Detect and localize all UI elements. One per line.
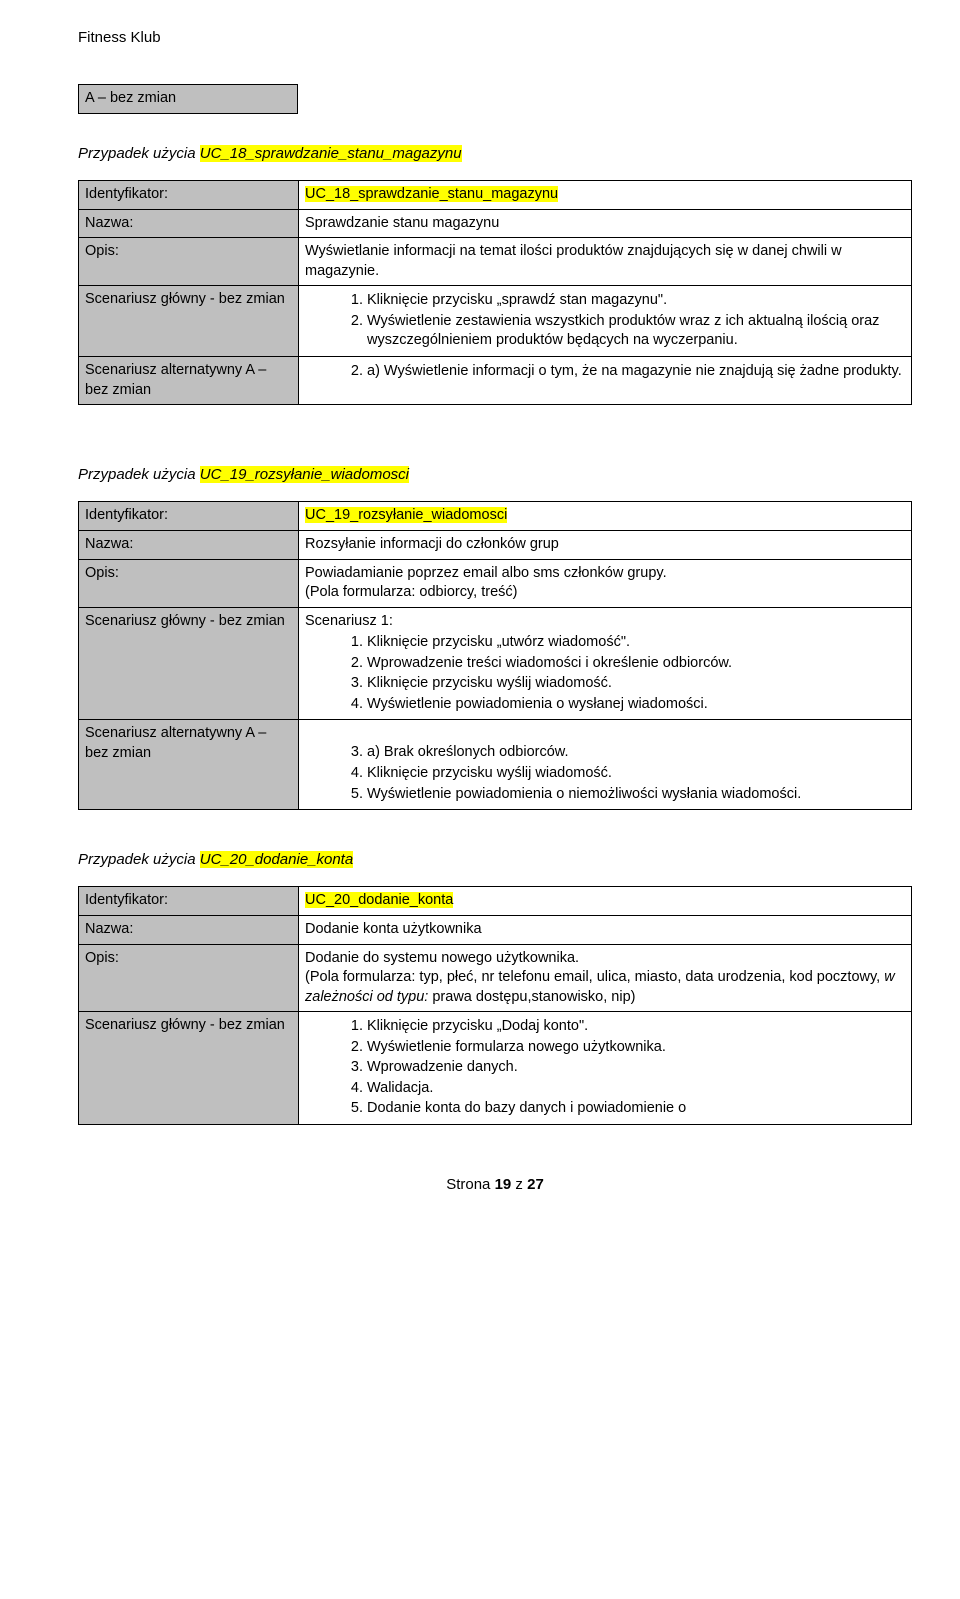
list-item: Wyświetlenie formularza nowego użytkowni… [367, 1038, 905, 1058]
uc20-desc-line2: (Pola formularza: typ, płeć, nr telefonu… [305, 968, 905, 1007]
uc18-main-list: Kliknięcie przycisku „sprawdź stan magaz… [345, 291, 905, 351]
uc19-main-cell: Scenariusz 1: Kliknięcie przycisku „utwó… [299, 607, 912, 720]
list-item: Wyświetlenie powiadomienia o wysłanej wi… [367, 695, 905, 715]
uc20-main-cell: Kliknięcie przycisku „Dodaj konto". Wyśw… [299, 1012, 912, 1125]
uc19-id-value-cell: UC_19_rozsyłanie_wiadomosci [299, 502, 912, 531]
uc19-heading: Przypadek użycia UC_19_rozsyłanie_wiadom… [78, 465, 912, 485]
uc18-desc-value: Wyświetlanie informacji na temat ilości … [299, 238, 912, 286]
uc18-heading-hl: UC_18_sprawdzanie_stanu_magazynu [200, 145, 462, 162]
uc20-id-value: UC_20_dodanie_konta [305, 892, 453, 908]
uc20-main-label: Scenariusz główny - bez zmian [79, 1012, 299, 1125]
uc19-main-pretext: Scenariusz 1: [305, 612, 905, 632]
doc-title: Fitness Klub [78, 28, 912, 48]
uc18-alt-label: Scenariusz alternatywny A – bez zmian [79, 357, 299, 405]
orphan-row-cell: A – bez zmian [79, 85, 298, 114]
list-item: Kliknięcie przycisku „sprawdź stan magaz… [367, 291, 905, 311]
footer-total: 27 [527, 1176, 544, 1193]
uc19-heading-hl: UC_19_rozsyłanie_wiadomosci [200, 466, 409, 483]
uc20-heading-prefix: Przypadek użycia [78, 851, 200, 868]
uc20-heading: Przypadek użycia UC_20_dodanie_konta [78, 850, 912, 870]
list-item: Walidacja. [367, 1079, 905, 1099]
list-item: Wyświetlenie zestawienia wszystkich prod… [367, 312, 905, 351]
list-item: a) Wyświetlenie informacji o tym, że na … [367, 362, 905, 382]
list-item: Wprowadzenie danych. [367, 1058, 905, 1078]
uc20-id-value-cell: UC_20_dodanie_konta [299, 887, 912, 916]
uc18-main-cell: Kliknięcie przycisku „sprawdź stan magaz… [299, 286, 912, 357]
list-item: Kliknięcie przycisku „Dodaj konto". [367, 1017, 905, 1037]
uc18-id-value-cell: UC_18_sprawdzanie_stanu_magazynu [299, 181, 912, 210]
uc18-name-value: Sprawdzanie stanu magazynu [299, 209, 912, 238]
list-item: Kliknięcie przycisku wyślij wiadomość. [367, 764, 905, 784]
page-footer: Strona 19 z 27 [78, 1175, 912, 1195]
list-item: Wprowadzenie treści wiadomości i określe… [367, 654, 905, 674]
list-item: Wyświetlenie powiadomienia o niemożliwoś… [367, 785, 905, 805]
uc19-alt-list: a) Brak określonych odbiorców. Kliknięci… [345, 743, 905, 804]
uc20-id-label: Identyfikator: [79, 887, 299, 916]
uc19-desc-line2: (Pola formularza: odbiorcy, treść) [305, 583, 905, 603]
uc20-desc-line2a: (Pola formularza: typ, płeć, nr telefonu… [305, 969, 884, 985]
footer-mid: z [511, 1176, 527, 1193]
list-item: Dodanie konta do bazy danych i powiadomi… [367, 1099, 905, 1119]
uc20-heading-hl: UC_20_dodanie_konta [200, 851, 353, 868]
uc20-desc-label: Opis: [79, 944, 299, 1012]
footer-page: 19 [495, 1176, 512, 1193]
uc19-desc-value: Powiadamianie poprzez email albo sms czł… [299, 559, 912, 607]
list-item: Kliknięcie przycisku wyślij wiadomość. [367, 674, 905, 694]
uc20-name-value: Dodanie konta użytkownika [299, 915, 912, 944]
list-item: a) Brak określonych odbiorców. [367, 743, 905, 763]
uc18-id-label: Identyfikator: [79, 181, 299, 210]
uc20-desc-value: Dodanie do systemu nowego użytkownika. (… [299, 944, 912, 1012]
uc19-name-label: Nazwa: [79, 530, 299, 559]
orphan-row-table: A – bez zmian [78, 84, 298, 114]
uc20-desc-line1: Dodanie do systemu nowego użytkownika. [305, 949, 905, 969]
uc19-desc-label: Opis: [79, 559, 299, 607]
uc18-alt-cell: a) Wyświetlenie informacji o tym, że na … [299, 357, 912, 405]
uc19-id-label: Identyfikator: [79, 502, 299, 531]
uc18-heading: Przypadek użycia UC_18_sprawdzanie_stanu… [78, 144, 912, 164]
uc19-main-label: Scenariusz główny - bez zmian [79, 607, 299, 720]
uc19-table: Identyfikator: UC_19_rozsyłanie_wiadomos… [78, 501, 912, 810]
uc20-name-label: Nazwa: [79, 915, 299, 944]
uc18-name-label: Nazwa: [79, 209, 299, 238]
uc18-heading-prefix: Przypadek użycia [78, 145, 200, 162]
uc19-id-value: UC_19_rozsyłanie_wiadomosci [305, 507, 507, 523]
uc19-desc-line1: Powiadamianie poprzez email albo sms czł… [305, 564, 905, 584]
list-item: Kliknięcie przycisku „utwórz wiadomość". [367, 633, 905, 653]
uc19-alt-cell: a) Brak określonych odbiorców. Kliknięci… [299, 720, 912, 810]
uc18-main-label: Scenariusz główny - bez zmian [79, 286, 299, 357]
uc20-main-list: Kliknięcie przycisku „Dodaj konto". Wyśw… [345, 1017, 905, 1119]
uc18-id-value: UC_18_sprawdzanie_stanu_magazynu [305, 186, 558, 202]
uc18-desc-label: Opis: [79, 238, 299, 286]
footer-prefix: Strona [446, 1176, 494, 1193]
uc18-table: Identyfikator: UC_18_sprawdzanie_stanu_m… [78, 180, 912, 405]
uc19-name-value: Rozsyłanie informacji do członków grup [299, 530, 912, 559]
uc19-alt-label: Scenariusz alternatywny A – bez zmian [79, 720, 299, 810]
uc20-table: Identyfikator: UC_20_dodanie_konta Nazwa… [78, 886, 912, 1125]
uc18-alt-list: a) Wyświetlenie informacji o tym, że na … [345, 362, 905, 382]
uc20-desc-line2b: prawa dostępu,stanowisko, nip) [428, 989, 635, 1005]
uc19-heading-prefix: Przypadek użycia [78, 466, 200, 483]
uc19-main-list: Kliknięcie przycisku „utwórz wiadomość".… [345, 633, 905, 714]
